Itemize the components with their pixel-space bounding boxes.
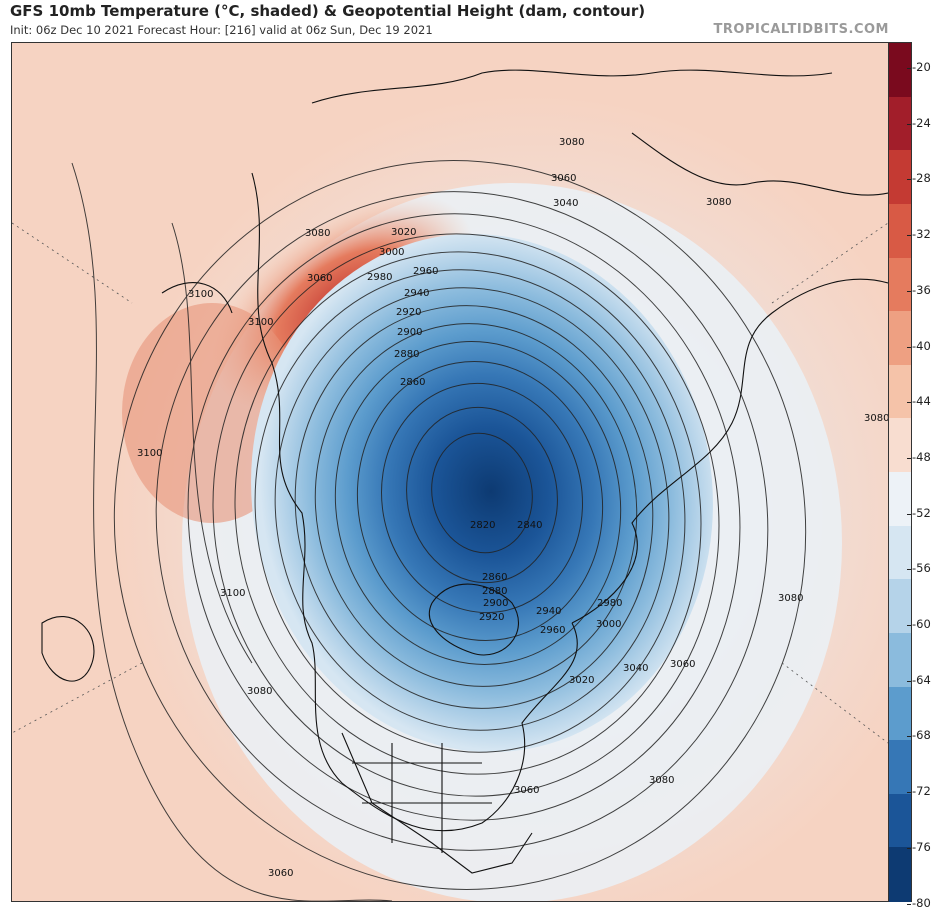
colorbar-segment [889, 472, 911, 527]
contour-label: 2880 [482, 586, 507, 597]
contour-label: 3100 [220, 588, 245, 599]
colorbar-tick-label: -32 [907, 227, 931, 242]
colorbar-segment [889, 257, 911, 312]
contour-label: 3040 [553, 198, 578, 209]
colorbar-segment [889, 579, 911, 634]
colorbar-segment [889, 632, 911, 687]
contour-label: 3080 [649, 775, 674, 786]
map-title: GFS 10mb Temperature (°C, shaded) & Geop… [10, 2, 646, 20]
contour-label: 2960 [413, 266, 438, 277]
colorbar-tick-label: -56 [907, 561, 931, 576]
colorbar-tick-label: -20 [907, 60, 931, 74]
colorbar-segment [889, 150, 911, 205]
temperature-height-map: 3080 3060 3040 3080 3020 3000 2980 2960 2940 2920… [12, 43, 888, 901]
contour-label: 3060 [551, 173, 576, 184]
contour-label: 2900 [483, 598, 508, 609]
colorbar-tick-label: -72 [907, 784, 931, 799]
contour-label: 2980 [367, 272, 392, 283]
contour-label: 2920 [396, 307, 421, 318]
colorbar-tick-label: -76 [907, 839, 931, 854]
colorbar-segment [889, 686, 911, 741]
contour-label: 3080 [706, 197, 731, 208]
contour-label: 2920 [479, 612, 504, 623]
polar-vortex [251, 233, 713, 753]
contour-label: 3000 [596, 619, 621, 630]
contour-label: 3080 [305, 228, 330, 239]
colorbar-segment [889, 43, 911, 98]
contour-label: 3080 [247, 686, 272, 697]
contour-label: 2880 [394, 349, 419, 360]
map-panel: 3080 3060 3040 3080 3020 3000 2980 2960 2940 2920… [11, 42, 889, 902]
contour-labels: 3080 3060 3040 3080 3020 3000 2980 2960 2940 2920… [137, 137, 888, 879]
contour-label: 3080 [778, 593, 803, 604]
contour-label: 3080 [864, 413, 888, 424]
colorbar-tick-label: -68 [907, 728, 931, 743]
contour-label: 2960 [540, 625, 565, 636]
colorbar-tick-label: -64 [907, 672, 931, 687]
contour-label: 2860 [482, 572, 507, 583]
map-subtitle: Init: 06z Dec 10 2021 Forecast Hour: [21… [10, 23, 433, 37]
colorbar-tick-label: -28 [907, 171, 931, 186]
contour-label: 3060 [514, 785, 539, 796]
height-contours [71, 160, 807, 901]
contour-label: 3060 [268, 868, 293, 879]
contour-label: 3000 [379, 247, 404, 258]
colorbar-tick-label: -44 [907, 394, 931, 409]
colorbar-tick-label: -60 [907, 617, 931, 631]
contour-label: 2980 [597, 598, 622, 609]
graticule [12, 222, 888, 744]
contour-label: 3080 [559, 137, 584, 148]
contour-label: 3020 [391, 227, 416, 238]
contour-label: 2840 [517, 520, 542, 531]
colorbar-tick-label: -48 [907, 449, 931, 464]
contour-label: 3060 [670, 659, 695, 670]
brand-watermark: TROPICALTIDBITS.COM [713, 22, 889, 37]
colorbar-tick-label: -24 [907, 115, 931, 130]
colorbar-segment [889, 740, 911, 795]
contour-label: 2820 [470, 520, 495, 531]
colorbar-segment [889, 364, 911, 419]
colorbar-segment [889, 525, 911, 580]
contour-label: 2900 [397, 327, 422, 338]
colorbar-segment [889, 203, 911, 258]
contour-label: 3100 [248, 317, 273, 328]
colorbar-tick-label: -36 [907, 282, 931, 297]
colorbar [888, 42, 912, 902]
contour-label: 3060 [307, 273, 332, 284]
colorbar-tick-label: -40 [907, 338, 931, 353]
contour-label: 3040 [623, 663, 648, 674]
contour-label: 2860 [400, 377, 425, 388]
contour-label: 2940 [536, 606, 561, 617]
contour-label: 3100 [188, 289, 213, 300]
colorbar-segment [889, 311, 911, 366]
contour-label: 3020 [569, 675, 594, 686]
colorbar-segment [889, 847, 911, 902]
colorbar-segment [889, 793, 911, 848]
contour-label: 2940 [404, 288, 429, 299]
coastlines [41, 69, 888, 874]
colorbar-segment [889, 418, 911, 473]
contour-label: 3100 [137, 448, 162, 459]
colorbar-tick-label: -52 [907, 505, 931, 520]
colorbar-segment [889, 96, 911, 151]
